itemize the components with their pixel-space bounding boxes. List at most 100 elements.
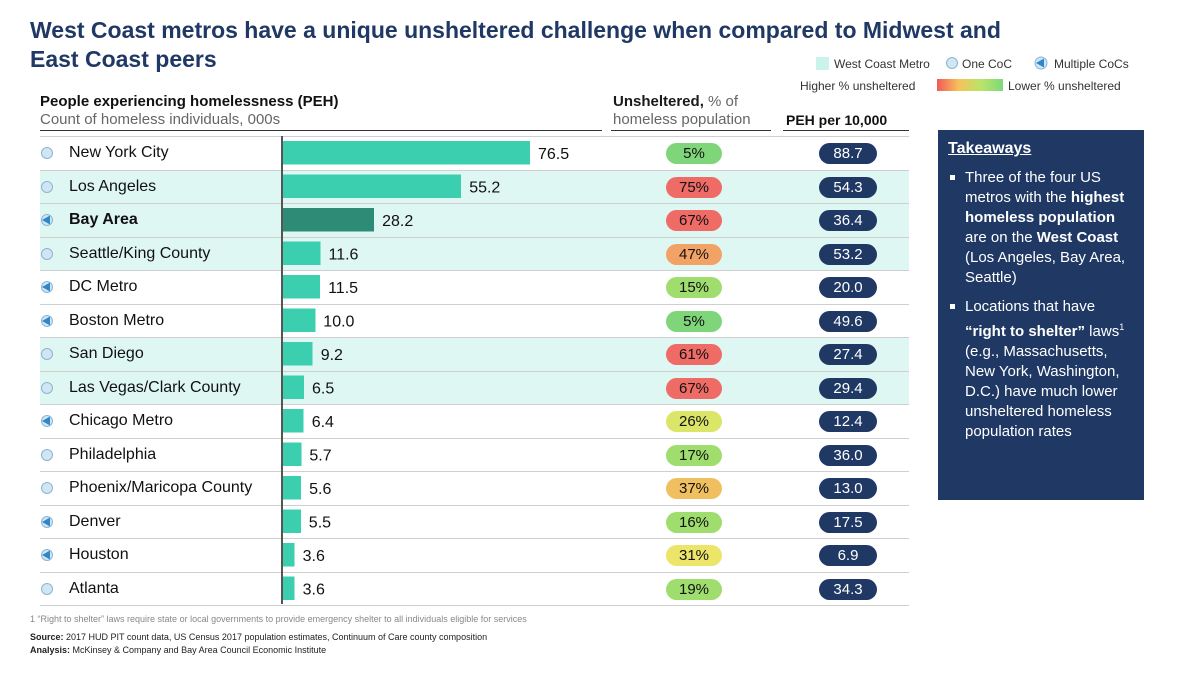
bar-value-label: 3.6	[303, 582, 325, 599]
table-row: Las Vegas/Clark County 67% 29.4	[40, 370, 909, 404]
row-label: New York City	[69, 144, 169, 161]
unsheltered-pill: 16%	[666, 511, 722, 533]
bar	[283, 241, 321, 265]
unsheltered-pill: 5%	[666, 310, 722, 332]
bar-value-label: 11.6	[329, 247, 359, 264]
bar	[283, 543, 295, 567]
unsheltered-pill: 5%	[666, 143, 722, 164]
per10k-pill: 17.5	[819, 511, 877, 533]
table-row: Boston Metro 5% 49.6	[40, 303, 909, 338]
multiple-cocs-icon	[41, 214, 53, 226]
per10k-pill: 36.0	[819, 444, 877, 466]
unsheltered-header: Unsheltered, % of	[613, 93, 739, 110]
multiple-cocs-icon	[1034, 56, 1048, 70]
row-label: Los Angeles	[69, 177, 157, 195]
table-row: San Diego 61% 27.4	[40, 337, 909, 371]
per10k-pill: 12.4	[819, 411, 877, 432]
bar	[283, 141, 530, 165]
takeaways-title: Takeaways	[948, 140, 1032, 157]
multiple-cocs-icon	[41, 515, 53, 528]
per10k-pill: 36.4	[819, 210, 877, 231]
row-label: San Diego	[69, 345, 144, 362]
bar	[283, 375, 304, 399]
peh-subheader: Count of homeless individuals, 000s	[40, 111, 281, 128]
table-row: Phoenix/Maricopa County 37% 13.0	[40, 471, 909, 505]
per10k-pill: 6.9	[819, 545, 877, 566]
row-label: DC Metro	[69, 278, 138, 295]
row-label: Seattle/King County	[69, 244, 211, 262]
per10k-header: PEH per 10,000	[786, 112, 888, 128]
row-label: Boston Metro	[69, 311, 165, 329]
one-coc-icon	[41, 582, 53, 595]
row-label: Chicago Metro	[69, 412, 174, 429]
per10k-pill: 20.0	[819, 277, 877, 298]
one-coc-icon	[41, 147, 53, 159]
analysis-note: Analysis: McKinsey & Company and Bay Are…	[30, 645, 327, 655]
bar-value-label: 11.5	[328, 280, 358, 297]
one-coc-icon	[41, 348, 53, 360]
legend-one-coc: One CoC	[962, 57, 1013, 71]
bar	[283, 342, 313, 366]
unsheltered-pill: 67%	[666, 210, 722, 231]
multiple-cocs-icon	[41, 314, 53, 327]
bar	[283, 174, 462, 198]
row-label: Philadelphia	[69, 445, 157, 463]
bar-value-label: 9.2	[321, 347, 343, 364]
per10k-pill: 53.2	[819, 243, 877, 265]
takeaway-2: Locations that have “right to shelter” l…	[948, 297, 1132, 442]
unsheltered-gradient	[937, 79, 1003, 91]
page-title: West Coast metros have a unique unshelte…	[30, 17, 1001, 72]
multiple-cocs-icon	[41, 415, 53, 427]
bar-value-label: 28.2	[382, 213, 413, 230]
bar	[283, 509, 301, 533]
bar-axis	[281, 136, 283, 604]
row-label: Las Vegas/Clark County	[69, 378, 241, 396]
one-coc-icon	[41, 482, 53, 494]
table-row: Atlanta 19% 34.3	[40, 571, 909, 606]
west-coast-swatch	[816, 57, 829, 70]
table-bottom-rule	[40, 605, 909, 606]
table-row: Bay Area 67% 36.4	[40, 203, 909, 237]
takeaways-panel: Takeaways Three of the four US metros wi…	[938, 130, 1144, 500]
row-label: Atlanta	[69, 579, 119, 597]
unsheltered-subheader: homeless population	[613, 111, 751, 128]
table-row: Los Angeles 75% 54.3	[40, 169, 909, 203]
table-row: Philadelphia 17% 36.0	[40, 437, 909, 472]
per10k-pill: 34.3	[819, 578, 877, 600]
unsheltered-pill: 61%	[666, 344, 722, 365]
one-coc-icon	[41, 247, 53, 260]
bar-value-label: 6.4	[312, 414, 334, 431]
table-row: Seattle/King County 47% 53.2	[40, 236, 909, 270]
peh-header-rule	[40, 130, 602, 131]
table-row: DC Metro 15% 20.0	[40, 270, 909, 304]
bar	[283, 275, 321, 299]
multiple-cocs-icon	[41, 281, 53, 293]
unsheltered-pill: 19%	[666, 578, 722, 600]
multiple-cocs-icon	[41, 549, 53, 561]
legend-lower: Lower % unsheltered	[1008, 79, 1121, 93]
source-note: Source: 2017 HUD PIT count data, US Cens…	[30, 632, 488, 642]
one-coc-icon	[41, 180, 53, 193]
row-label: Denver	[69, 512, 121, 530]
bar-value-label: 5.7	[309, 448, 331, 465]
per10k-pill: 49.6	[819, 310, 877, 332]
table-row: Houston 31% 6.9	[40, 538, 909, 572]
one-coc-icon	[41, 448, 53, 461]
row-label: Houston	[69, 546, 129, 563]
legend-higher: Higher % unsheltered	[800, 79, 916, 93]
bar	[283, 308, 316, 332]
unsheltered-header-rule	[611, 130, 771, 131]
bar	[283, 208, 375, 232]
unsheltered-pill: 47%	[666, 243, 722, 265]
one-coc-icon	[946, 57, 958, 72]
table-row: New York City 5% 88.7	[40, 136, 909, 170]
footnote: 1 “Right to shelter” laws require state …	[30, 614, 527, 624]
bar-value-label: 76.5	[538, 146, 569, 163]
row-label: Phoenix/Maricopa County	[69, 479, 253, 496]
bar	[283, 442, 302, 466]
bar-value-label: 3.6	[303, 548, 325, 565]
bar-value-label: 5.6	[309, 481, 331, 498]
per10k-pill: 29.4	[819, 377, 877, 399]
one-coc-icon	[41, 381, 53, 394]
